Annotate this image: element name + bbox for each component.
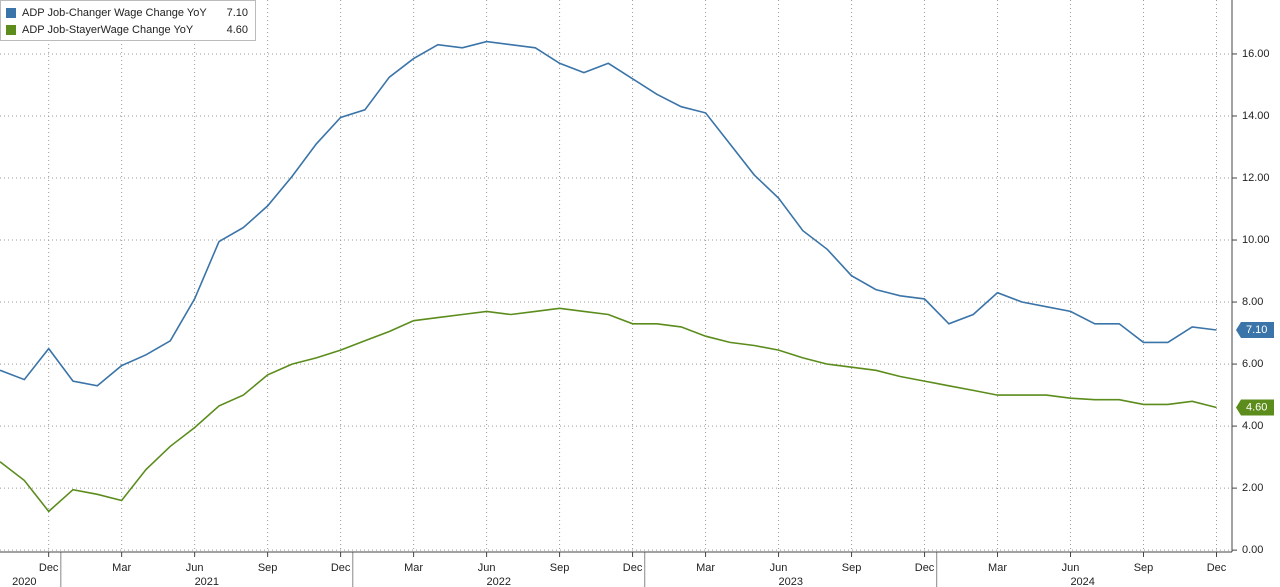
last-value-tag (1236, 399, 1274, 416)
legend-swatch (6, 8, 16, 18)
y-tick-label: 2.00 (1242, 482, 1263, 494)
y-tick-label: 10.00 (1242, 234, 1270, 246)
x-tick-label: Mar (988, 562, 1007, 574)
year-label: 2023 (778, 576, 802, 587)
legend-box (0, 0, 256, 41)
x-tick-label: Jun (478, 562, 496, 574)
year-label: 2022 (487, 576, 511, 587)
legend-label: ADP Job-Changer Wage Change YoY (22, 7, 207, 19)
x-tick-label: Jun (770, 562, 788, 574)
x-tick-label: Jun (186, 562, 204, 574)
x-tick-label: Dec (1207, 562, 1227, 574)
y-tick-label: 0.00 (1242, 544, 1263, 556)
y-tick-label: 16.00 (1242, 48, 1270, 60)
x-tick-label: Dec (331, 562, 351, 574)
y-tick-label: 12.00 (1242, 172, 1270, 184)
x-tick-label: Dec (915, 562, 935, 574)
x-tick-label: Dec (39, 562, 59, 574)
y-tick-label: 6.00 (1242, 358, 1263, 370)
legend-value: 4.60 (227, 24, 248, 36)
last-value-tag (1236, 321, 1274, 338)
last-value-label: 7.10 (1246, 324, 1267, 336)
last-value-label: 4.60 (1246, 401, 1267, 413)
x-tick-label: Sep (842, 562, 862, 574)
x-tick-label: Sep (550, 562, 570, 574)
x-tick-label: Mar (404, 562, 423, 574)
year-label: 2021 (195, 576, 219, 587)
legend-value: 7.10 (227, 7, 248, 19)
x-tick-label: Mar (112, 562, 131, 574)
y-tick-label: 4.00 (1242, 420, 1263, 432)
year-label: 2020 (12, 576, 36, 587)
x-tick-label: Sep (1134, 562, 1154, 574)
year-label: 2024 (1070, 576, 1094, 587)
x-tick-label: Dec (623, 562, 643, 574)
x-tick-label: Jun (1062, 562, 1080, 574)
legend-swatch (6, 25, 16, 35)
series-line (0, 40, 1217, 387)
x-tick-label: Mar (696, 562, 715, 574)
x-tick-label: Sep (258, 562, 278, 574)
y-tick-label: 8.00 (1242, 296, 1263, 308)
legend-label: ADP Job-StayerWage Change YoY (22, 24, 194, 36)
series-line (0, 307, 1217, 513)
y-tick-label: 14.00 (1242, 110, 1270, 122)
